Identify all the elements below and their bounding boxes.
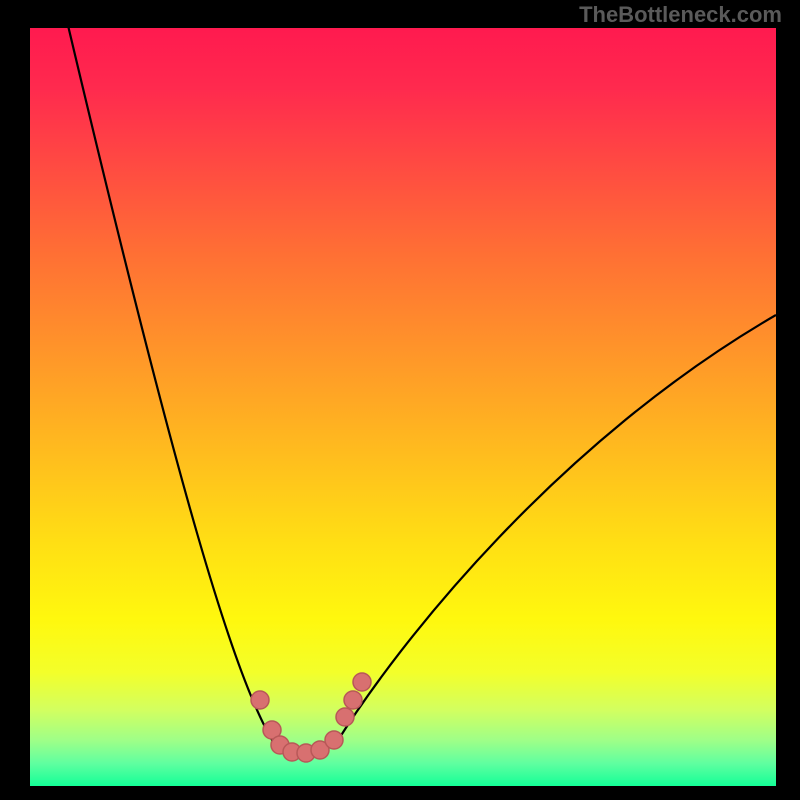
data-point (325, 731, 343, 749)
chart-container: TheBottleneck.com (0, 0, 800, 800)
data-point (344, 691, 362, 709)
data-point (353, 673, 371, 691)
plot-area (30, 28, 776, 786)
watermark-text: TheBottleneck.com (579, 2, 782, 28)
data-point (251, 691, 269, 709)
data-point (336, 708, 354, 726)
chart-svg (0, 0, 800, 800)
